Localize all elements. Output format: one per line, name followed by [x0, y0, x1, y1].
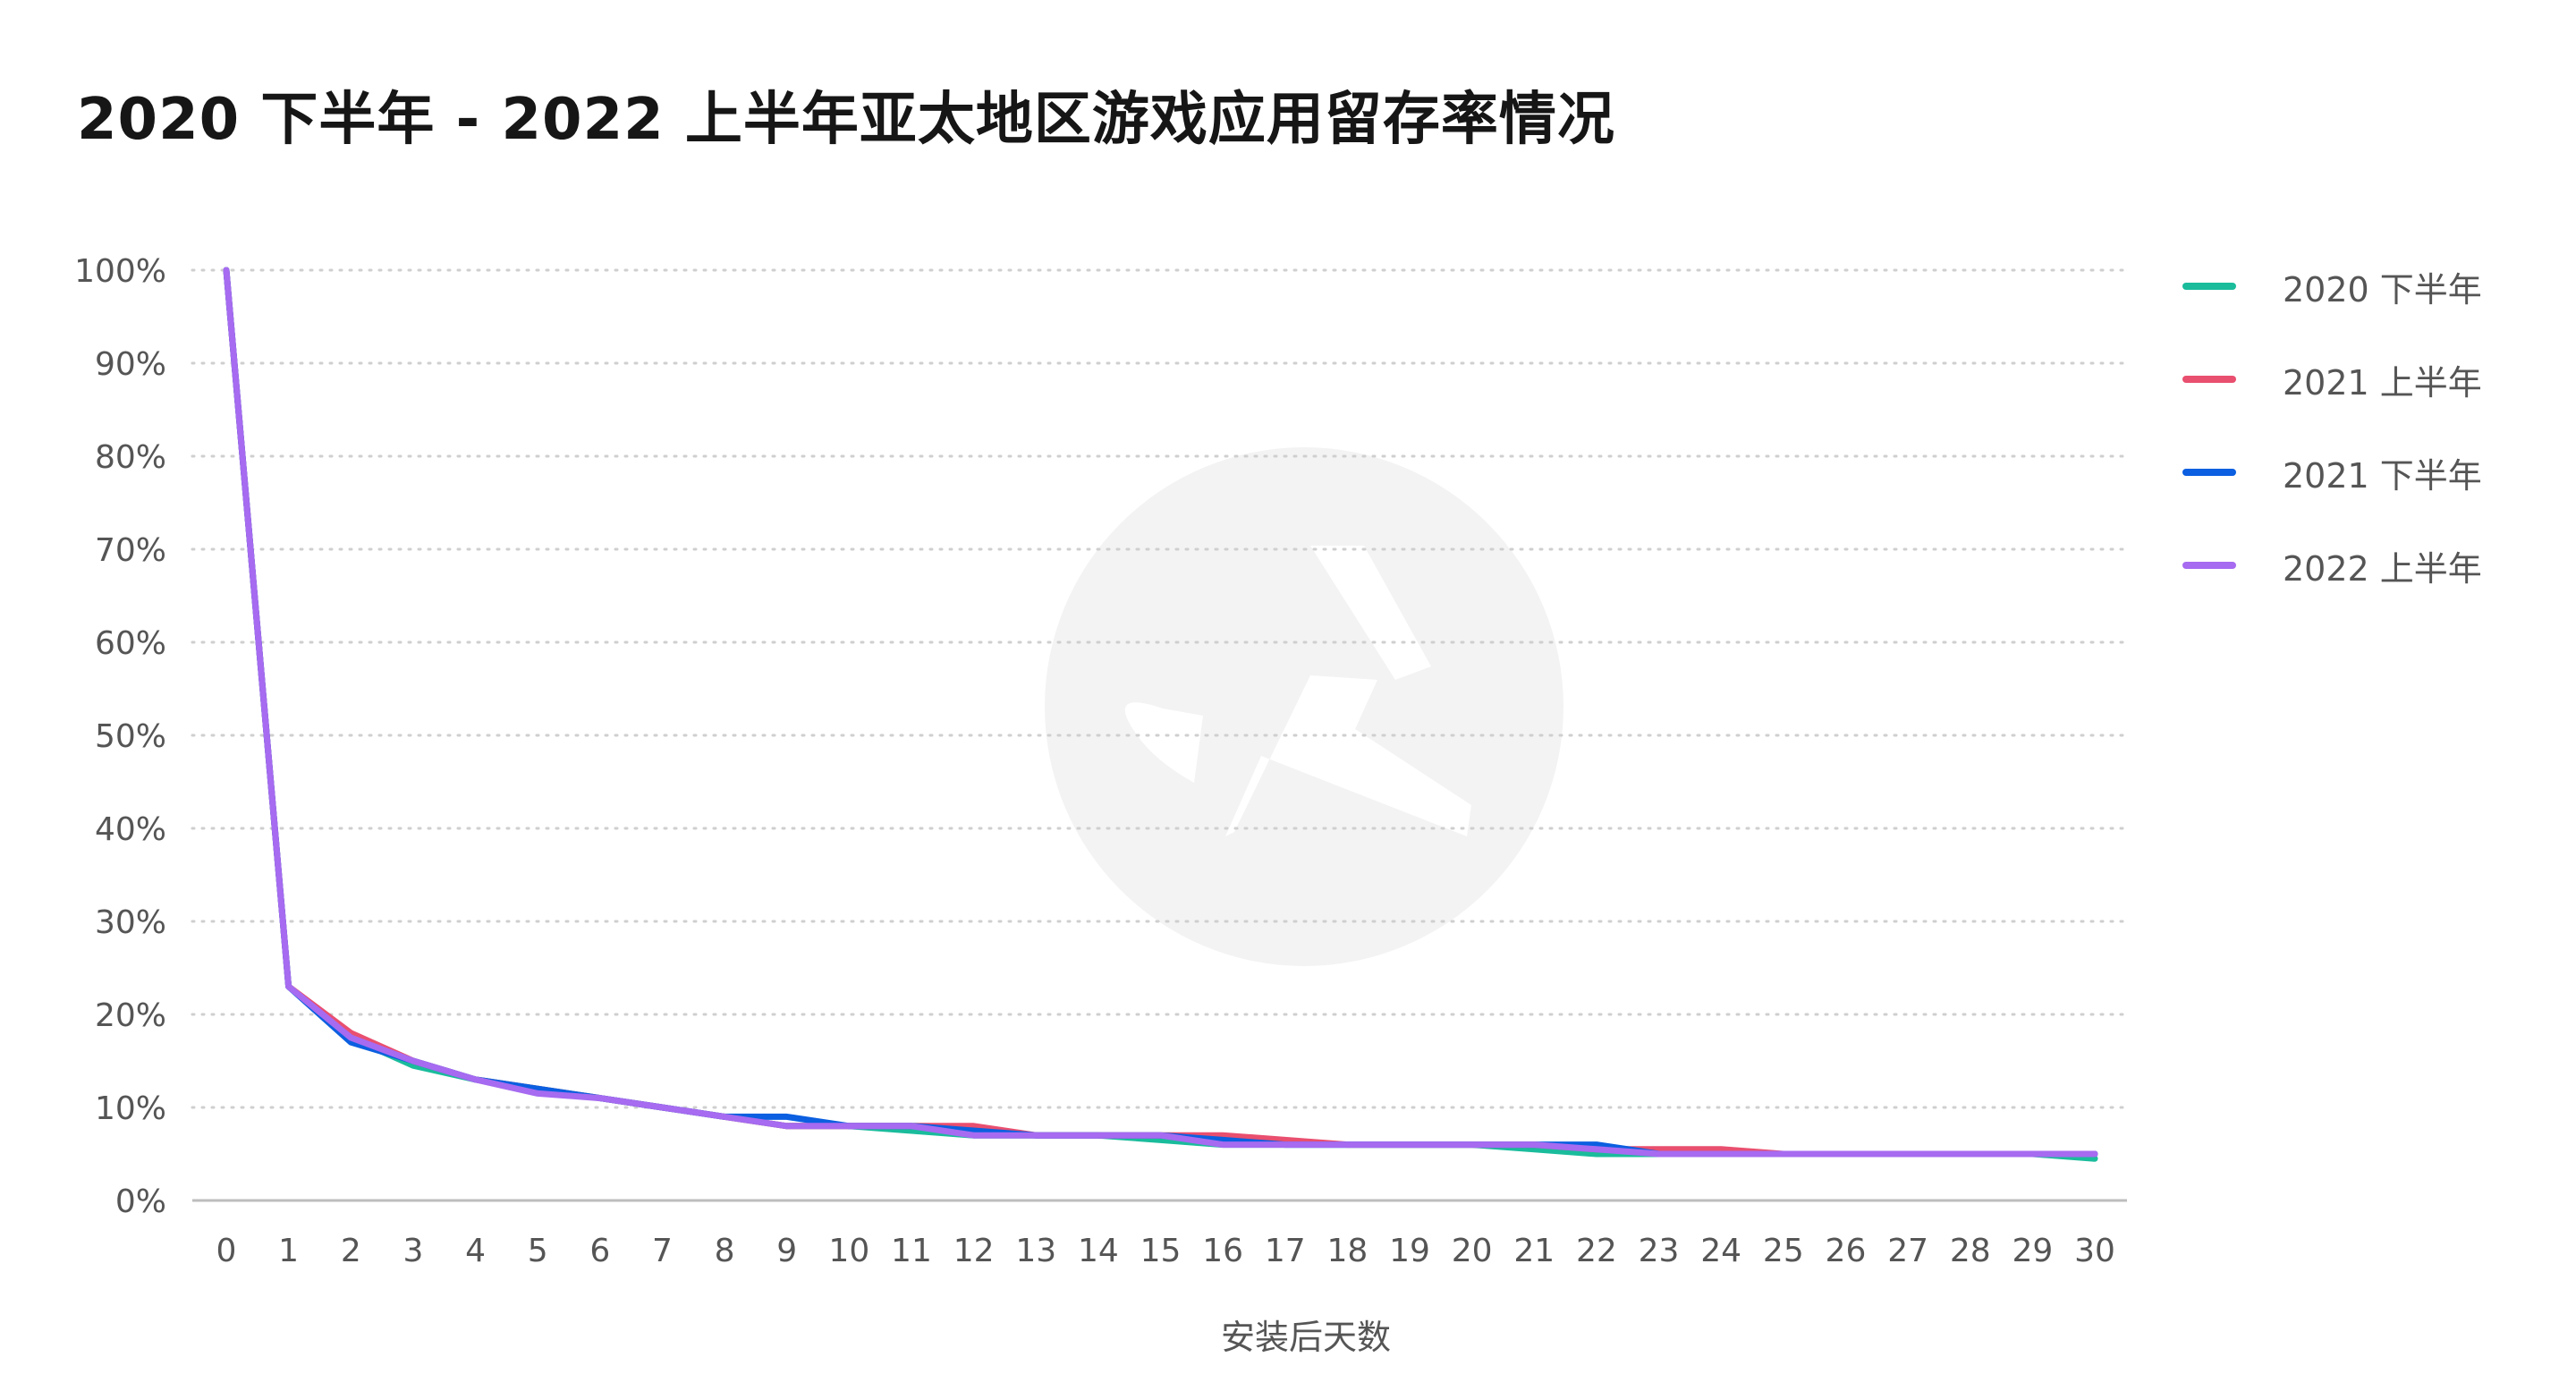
- legend-item: 2020 下半年: [2182, 240, 2558, 333]
- legend-label: 2020 下半年: [2283, 269, 2482, 310]
- x-tick-label: 8: [715, 1233, 735, 1269]
- series-lines: [223, 267, 2098, 1162]
- x-tick-label: 12: [953, 1233, 995, 1269]
- x-tick-label: 21: [1513, 1233, 1555, 1269]
- x-tick-label: 27: [1887, 1233, 1928, 1269]
- legend-label: 2022 上半年: [2283, 548, 2482, 589]
- legend-swatch: [2182, 283, 2236, 290]
- x-tick-label: 22: [1576, 1233, 1617, 1269]
- legend-label: 2021 下半年: [2283, 455, 2482, 496]
- legend-item: 2021 下半年: [2182, 426, 2558, 519]
- y-tick-label: 50%: [95, 718, 166, 755]
- y-tick-label: 30%: [95, 904, 166, 941]
- x-tick-label: 13: [1015, 1233, 1056, 1269]
- legend-swatch: [2182, 469, 2236, 476]
- y-tick-label: 0%: [115, 1183, 166, 1220]
- x-tick-label: 14: [1078, 1233, 1119, 1269]
- x-tick-label: 3: [402, 1233, 423, 1269]
- x-tick-label: 24: [1700, 1233, 1741, 1269]
- x-tick-label: 17: [1265, 1233, 1306, 1269]
- legend-item: 2022 上半年: [2182, 519, 2558, 612]
- x-tick-label: 11: [891, 1233, 932, 1269]
- legend-label: 2021 上半年: [2283, 362, 2482, 403]
- x-tick-label: 28: [1950, 1233, 1991, 1269]
- x-axis-tick-labels: 0 1 2 3 4 5 6 7 8 9 10 11 12 13 14 15 16 17 18 19 20 21 22 23 24…: [216, 1233, 2115, 1269]
- y-tick-label: 90%: [95, 346, 166, 383]
- x-tick-label: 20: [1452, 1233, 1493, 1269]
- x-axis-title: 安装后天数: [1221, 1318, 1391, 1357]
- y-tick-label: 10%: [95, 1090, 166, 1127]
- x-tick-label: 25: [1763, 1233, 1804, 1269]
- legend-item: 2021 上半年: [2182, 333, 2558, 426]
- y-tick-label: 100%: [74, 253, 166, 290]
- watermark-logo: [1045, 447, 1563, 966]
- x-tick-label: 6: [589, 1233, 610, 1269]
- y-tick-label: 60%: [95, 625, 166, 662]
- x-tick-label: 15: [1140, 1233, 1182, 1269]
- x-tick-label: 1: [278, 1233, 299, 1269]
- series-line: [223, 267, 2098, 1158]
- y-tick-label: 40%: [95, 811, 166, 848]
- x-tick-label: 23: [1639, 1233, 1680, 1269]
- legend-swatch: [2182, 376, 2236, 383]
- x-tick-label: 7: [652, 1233, 673, 1269]
- y-tick-label: 80%: [95, 439, 166, 476]
- x-tick-label: 9: [776, 1233, 797, 1269]
- x-tick-label: 26: [1826, 1233, 1867, 1269]
- y-axis-tick-labels: 0% 10% 20% 30% 40% 50% 60% 70% 80% 90% 100%: [74, 253, 166, 1220]
- x-tick-label: 16: [1202, 1233, 1243, 1269]
- legend-swatch: [2182, 562, 2236, 569]
- chart-title: 2020 下半年 - 2022 上半年亚太地区游戏应用留存率情况: [77, 87, 1615, 153]
- grid-lines: [191, 268, 2129, 1109]
- x-tick-label: 18: [1326, 1233, 1368, 1269]
- x-tick-label: 5: [528, 1233, 548, 1269]
- x-tick-label: 29: [2012, 1233, 2053, 1269]
- x-tick-label: 2: [341, 1233, 361, 1269]
- x-tick-label: 4: [465, 1233, 486, 1269]
- x-tick-label: 10: [828, 1233, 869, 1269]
- y-tick-label: 20%: [95, 997, 166, 1034]
- x-tick-label: 0: [216, 1233, 237, 1269]
- y-tick-label: 70%: [95, 532, 166, 569]
- x-tick-label: 30: [2074, 1233, 2115, 1269]
- legend: 2020 下半年 2021 上半年 2021 下半年 2022 上半年: [2182, 240, 2558, 612]
- x-tick-label: 19: [1389, 1233, 1430, 1269]
